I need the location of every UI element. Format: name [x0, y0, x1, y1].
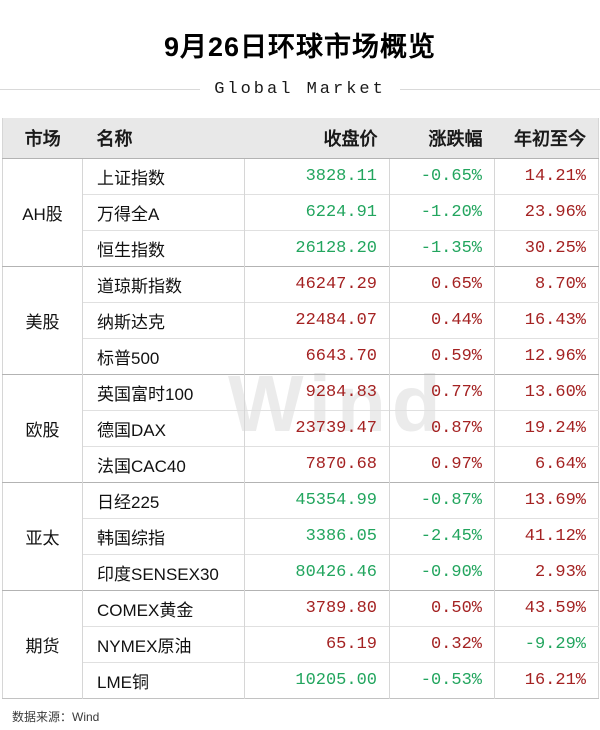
data-source-note: 数据来源：Wind — [12, 709, 100, 724]
market-cell: 期货 — [2, 589, 83, 698]
close-price-cell: 6643.70 — [244, 337, 390, 374]
close-price-cell: 80426.46 — [244, 553, 390, 590]
change-pct-cell: 0.77% — [389, 373, 495, 410]
change-pct-cell: -0.90% — [389, 553, 495, 590]
close-price-cell: 6224.91 — [244, 193, 390, 230]
table-row: 期货 COMEX黄金 3789.80 0.50% 43.59% — [2, 589, 599, 698]
change-pct-cell: 0.65% — [389, 265, 495, 302]
index-name-cell: 英国富时100 — [82, 373, 245, 410]
change-pct-cell: 0.44% — [389, 301, 495, 338]
index-name-cell: 标普500 — [82, 337, 245, 374]
index-name-cell: 法国CAC40 — [82, 445, 245, 482]
ytd-pct-cell: 2.93% — [494, 553, 599, 590]
change-pct-cell: -1.35% — [389, 229, 495, 266]
close-price-cell: 3828.11 — [244, 157, 390, 194]
col-header-close: 收盘价 — [244, 118, 390, 158]
ytd-pct-cell: 14.21% — [494, 157, 599, 194]
table-row: 法国CAC40 7870.68 0.97% 6.64% — [3, 445, 599, 482]
index-name-cell: 德国DAX — [82, 409, 245, 446]
ytd-pct-cell: 43.59% — [494, 589, 599, 626]
table-row: 印度SENSEX30 80426.46 -0.90% 2.93% — [3, 553, 599, 590]
market-table: 市场 名称 收盘价 涨跌幅 年初至今 AH股 上证指数 3828.11 -0.6… — [2, 118, 599, 699]
index-name-cell: 道琼斯指数 — [82, 265, 245, 302]
close-price-cell: 46247.29 — [244, 265, 390, 302]
index-name-cell: 纳斯达克 — [82, 301, 245, 338]
close-price-cell: 26128.20 — [244, 229, 390, 266]
index-name-cell: LME铜 — [82, 661, 245, 698]
table-row: 德国DAX 23739.47 0.87% 19.24% — [3, 409, 599, 446]
table-row: 韩国综指 3386.05 -2.45% 41.12% — [3, 517, 599, 554]
change-pct-cell: -0.87% — [389, 481, 495, 518]
market-cell: 美股 — [2, 265, 83, 374]
close-price-cell: 23739.47 — [244, 409, 390, 446]
ytd-pct-cell: -9.29% — [494, 625, 599, 662]
col-header-change: 涨跌幅 — [389, 118, 495, 158]
table-row: 亚太 日经225 45354.99 -0.87% 13.69% — [2, 481, 599, 590]
col-header-ytd: 年初至今 — [494, 118, 599, 158]
header: 9月26日环球市场概览 Global Market — [0, 0, 600, 100]
index-name-cell: NYMEX原油 — [82, 625, 245, 662]
table-header-row: 市场 名称 收盘价 涨跌幅 年初至今 — [2, 118, 599, 158]
change-pct-cell: -2.45% — [389, 517, 495, 554]
index-name-cell: 恒生指数 — [82, 229, 245, 266]
col-header-market: 市场 — [2, 118, 83, 158]
table-row: AH股 上证指数 3828.11 -0.65% 14.21% — [2, 157, 599, 266]
close-price-cell: 3386.05 — [244, 517, 390, 554]
ytd-pct-cell: 16.21% — [494, 661, 599, 698]
index-name-cell: COMEX黄金 — [82, 589, 245, 626]
ytd-pct-cell: 16.43% — [494, 301, 599, 338]
table-row: 恒生指数 26128.20 -1.35% 30.25% — [3, 229, 599, 266]
table-row: 欧股 英国富时100 9284.83 0.77% 13.60% — [2, 373, 599, 482]
table-row: LME铜 10205.00 -0.53% 16.21% — [3, 661, 599, 698]
close-price-cell: 7870.68 — [244, 445, 390, 482]
table-row: NYMEX原油 65.19 0.32% -9.29% — [3, 625, 599, 662]
ytd-pct-cell: 6.64% — [494, 445, 599, 482]
change-pct-cell: -0.53% — [389, 661, 495, 698]
divider-line-right — [399, 88, 600, 90]
index-name-cell: 韩国综指 — [82, 517, 245, 554]
change-pct-cell: 0.59% — [389, 337, 495, 374]
ytd-pct-cell: 23.96% — [494, 193, 599, 230]
table-row: 标普500 6643.70 0.59% 12.96% — [3, 337, 599, 374]
index-name-cell: 上证指数 — [82, 157, 245, 194]
market-cell: 欧股 — [2, 373, 83, 482]
market-cell: AH股 — [2, 157, 83, 266]
close-price-cell: 22484.07 — [244, 301, 390, 338]
page-subtitle: Global Market — [214, 79, 386, 99]
close-price-cell: 9284.83 — [244, 373, 390, 410]
ytd-pct-cell: 8.70% — [494, 265, 599, 302]
close-price-cell: 65.19 — [244, 625, 390, 662]
table-row: 万得全A 6224.91 -1.20% 23.96% — [3, 193, 599, 230]
change-pct-cell: 0.97% — [389, 445, 495, 482]
index-name-cell: 日经225 — [82, 481, 245, 518]
ytd-pct-cell: 12.96% — [494, 337, 599, 374]
change-pct-cell: -0.65% — [389, 157, 495, 194]
ytd-pct-cell: 41.12% — [494, 517, 599, 554]
ytd-pct-cell: 13.69% — [494, 481, 599, 518]
divider-line-left — [0, 88, 201, 90]
market-cell: 亚太 — [2, 481, 83, 590]
index-name-cell: 万得全A — [82, 193, 245, 230]
table-row: 纳斯达克 22484.07 0.44% 16.43% — [3, 301, 599, 338]
index-name-cell: 印度SENSEX30 — [82, 553, 245, 590]
ytd-pct-cell: 30.25% — [494, 229, 599, 266]
close-price-cell: 10205.00 — [244, 661, 390, 698]
col-header-name: 名称 — [82, 118, 245, 158]
change-pct-cell: 0.87% — [389, 409, 495, 446]
change-pct-cell: 0.32% — [389, 625, 495, 662]
table-row: 美股 道琼斯指数 46247.29 0.65% 8.70% — [2, 265, 599, 374]
change-pct-cell: -1.20% — [389, 193, 495, 230]
ytd-pct-cell: 13.60% — [494, 373, 599, 410]
subtitle-row: Global Market — [0, 78, 600, 100]
close-price-cell: 3789.80 — [244, 589, 390, 626]
close-price-cell: 45354.99 — [244, 481, 390, 518]
change-pct-cell: 0.50% — [389, 589, 495, 626]
page-title: 9月26日环球市场概览 — [163, 32, 437, 62]
ytd-pct-cell: 19.24% — [494, 409, 599, 446]
